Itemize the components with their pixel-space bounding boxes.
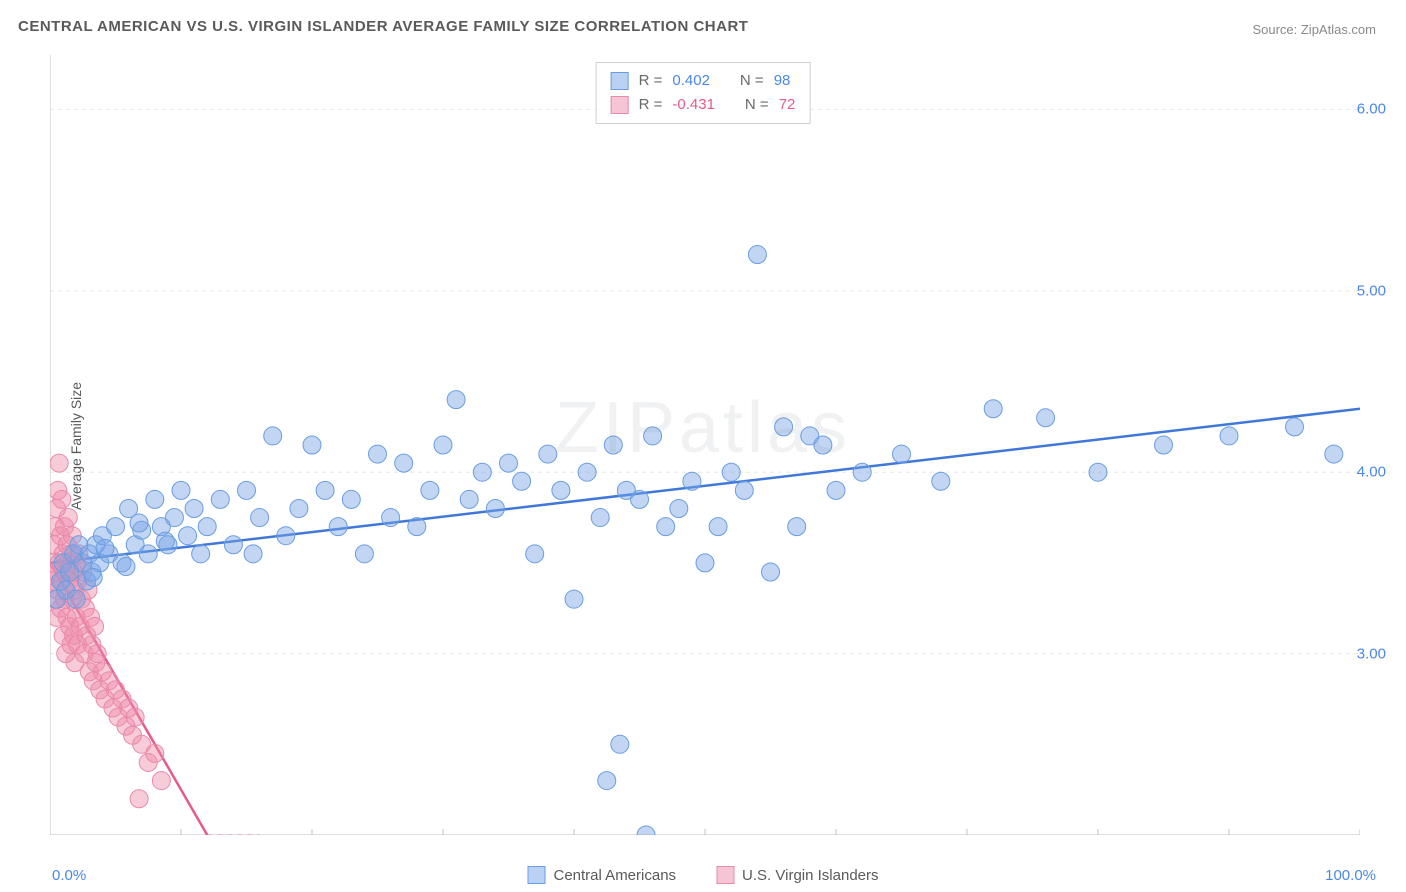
r-label: R = — [639, 69, 663, 93]
r-label: R = — [639, 93, 663, 117]
n-label: N = — [740, 69, 764, 93]
x-axis-min-label: 0.0% — [52, 867, 86, 884]
n-label: N = — [745, 93, 769, 117]
n-value-series2: 72 — [779, 93, 796, 117]
y-tick-label: 4.00 — [1357, 464, 1386, 481]
r-value-series1: 0.402 — [672, 69, 710, 93]
stats-row-series1: R = 0.402 N = 98 — [611, 69, 796, 93]
stats-row-series2: R = -0.431 N = 72 — [611, 93, 796, 117]
y-tick-label: 3.00 — [1357, 645, 1386, 662]
legend: Central Americans U.S. Virgin Islanders — [527, 866, 878, 884]
n-value-series1: 98 — [774, 69, 791, 93]
swatch-series1 — [611, 72, 629, 90]
legend-swatch-series2 — [716, 866, 734, 884]
swatch-series2 — [611, 96, 629, 114]
x-axis-max-label: 100.0% — [1325, 867, 1376, 884]
legend-item-series1: Central Americans — [527, 866, 676, 884]
y-tick-label: 6.00 — [1357, 101, 1386, 118]
source-value: ZipAtlas.com — [1301, 22, 1376, 37]
y-tick-label: 5.00 — [1357, 282, 1386, 299]
correlation-stats-box: R = 0.402 N = 98 R = -0.431 N = 72 — [596, 62, 811, 124]
source-attribution: Source: ZipAtlas.com — [1252, 22, 1376, 37]
scatter-plot — [50, 55, 1360, 835]
legend-item-series2: U.S. Virgin Islanders — [716, 866, 878, 884]
legend-label-series2: U.S. Virgin Islanders — [742, 867, 878, 884]
legend-label-series1: Central Americans — [553, 867, 676, 884]
r-value-series2: -0.431 — [672, 93, 715, 117]
chart-container: CENTRAL AMERICAN VS U.S. VIRGIN ISLANDER… — [0, 0, 1406, 892]
source-label: Source: — [1252, 22, 1300, 37]
chart-title: CENTRAL AMERICAN VS U.S. VIRGIN ISLANDER… — [18, 18, 748, 35]
legend-swatch-series1 — [527, 866, 545, 884]
